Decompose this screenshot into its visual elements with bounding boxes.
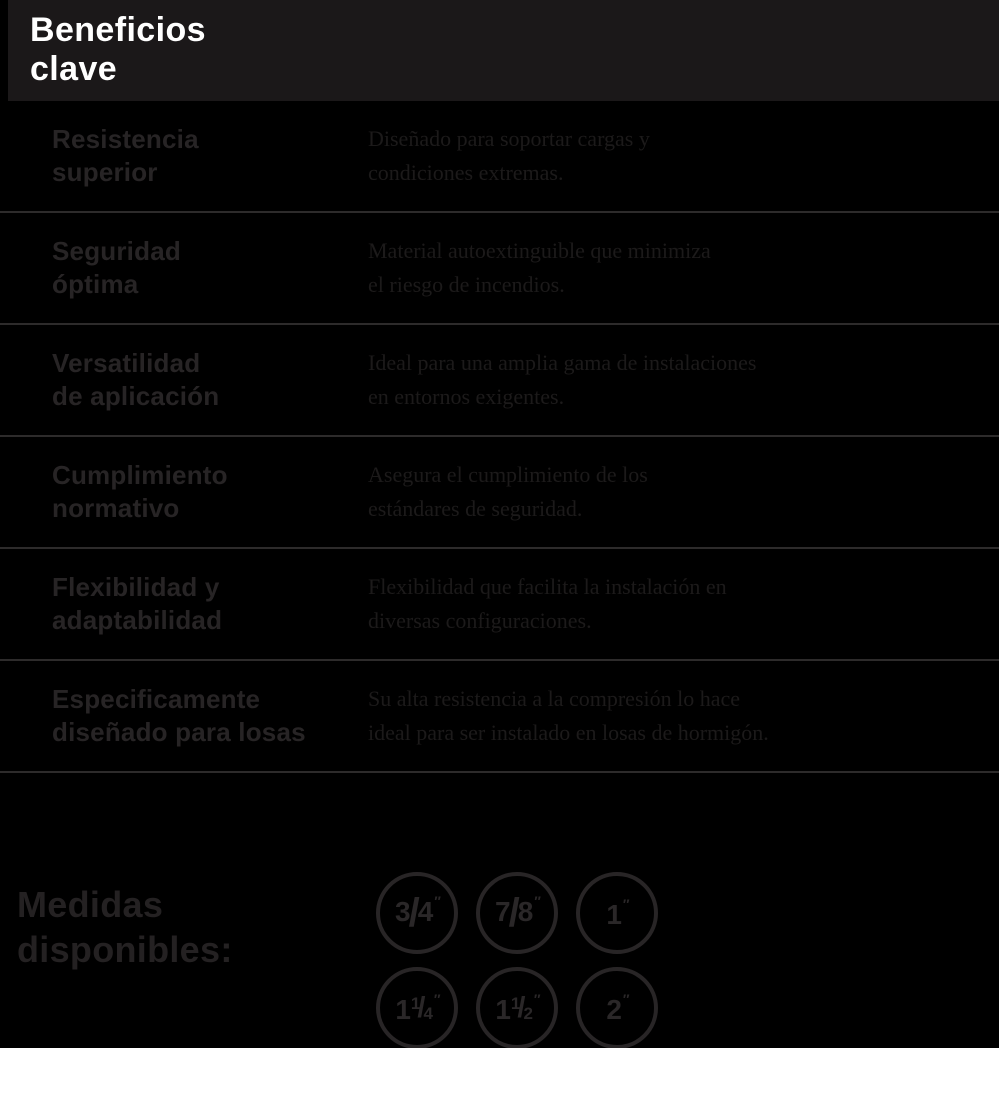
benefit-row-cumplimiento: Cumplimiento normativo Asegura el cumpli… <box>0 437 999 549</box>
benefit-title: Seguridad óptima <box>52 235 368 301</box>
size-denominator: 2 <box>523 1003 533 1023</box>
page-title-line1: Beneficios <box>30 11 206 49</box>
header-band: Beneficios clave <box>8 0 999 101</box>
size-whole: 1 <box>495 993 511 1025</box>
size-unit: ″ <box>433 990 441 1007</box>
benefit-title: Versatilidad de aplicación <box>52 347 368 413</box>
benefit-title-line: superior <box>52 157 158 187</box>
benefits-table: Resistencia superior Diseñado para sopor… <box>0 101 999 773</box>
benefit-description: Asegura el cumplimiento de los estándare… <box>368 458 648 526</box>
page-title: Beneficios clave <box>8 0 999 89</box>
benefit-desc-line: condiciones extremas. <box>368 160 564 185</box>
benefit-desc-line: Asegura el cumplimiento de los <box>368 462 648 487</box>
size-badge-text: 2″ <box>606 990 630 1026</box>
benefit-row-resistencia: Resistencia superior Diseñado para sopor… <box>0 101 999 213</box>
benefit-desc-line: Material autoextinguible que minimiza <box>368 238 711 263</box>
size-numerator: 3 <box>395 895 411 927</box>
sizes-label-line: disponibles: <box>17 929 233 970</box>
benefit-title-line: de aplicación <box>52 381 220 411</box>
size-numerator: 1 <box>410 993 421 1013</box>
size-slash: / <box>408 890 420 935</box>
benefit-title-line: óptima <box>52 269 139 299</box>
benefit-title-line: Seguridad <box>52 236 181 266</box>
sizes-label-line: Medidas <box>17 884 164 925</box>
size-slash: / <box>508 890 520 935</box>
size-denominator: 4 <box>423 1003 433 1023</box>
benefit-description: Ideal para una amplia gama de instalacio… <box>368 346 757 414</box>
benefit-description: Diseñado para soportar cargas y condicio… <box>368 122 650 190</box>
benefit-title-line: Flexibilidad y <box>52 572 220 602</box>
size-slash: / <box>417 991 426 1024</box>
size-slash: / <box>517 991 526 1024</box>
benefit-title: Flexibilidad y adaptabilidad <box>52 571 368 637</box>
benefit-title-line: normativo <box>52 493 180 523</box>
size-unit: ″ <box>533 990 541 1007</box>
size-badge-3-4: 3/4″ <box>376 872 458 954</box>
size-badge-text: 11/2″ <box>495 990 541 1026</box>
bottom-white-strip <box>0 1048 999 1108</box>
size-badge-1-1-4: 11/4″ <box>376 967 458 1049</box>
benefit-title: Especificamente diseñado para losas <box>52 683 368 749</box>
benefit-title-line: Resistencia <box>52 124 199 154</box>
benefit-description: Su alta resistencia a la compresión lo h… <box>368 682 769 750</box>
benefit-title: Resistencia superior <box>52 123 368 189</box>
size-unit: ″ <box>622 895 630 912</box>
benefit-title-line: Versatilidad <box>52 348 201 378</box>
benefit-title-line: Cumplimiento <box>52 460 228 490</box>
benefit-desc-line: Diseñado para soportar cargas y <box>368 126 650 151</box>
size-whole: 1 <box>606 898 622 930</box>
benefit-title: Cumplimiento normativo <box>52 459 368 525</box>
benefit-description: Flexibilidad que facilita la instalación… <box>368 570 727 638</box>
benefit-row-losas: Especificamente diseñado para losas Su a… <box>0 661 999 773</box>
benefit-description: Material autoextinguible que minimiza el… <box>368 234 711 302</box>
size-unit: ″ <box>622 990 630 1007</box>
benefit-desc-line: el riesgo de incendios. <box>368 272 565 297</box>
size-numerator: 1 <box>510 993 521 1013</box>
benefit-desc-line: ideal para ser instalado en losas de hor… <box>368 720 769 745</box>
page-title-line2: clave <box>30 50 118 88</box>
size-badge-7-8: 7/8″ <box>476 872 558 954</box>
dark-canvas: Beneficios clave Resistencia superior Di… <box>0 0 999 1049</box>
size-badge-text: 1″ <box>606 895 630 931</box>
size-badge-text: 11/4″ <box>395 990 441 1026</box>
benefit-title-line: Especificamente <box>52 684 261 714</box>
benefit-desc-line: en entornos exigentes. <box>368 384 565 409</box>
size-numerator: 7 <box>495 895 511 927</box>
size-denominator: 4 <box>417 895 434 927</box>
benefit-row-versatilidad: Versatilidad de aplicación Ideal para un… <box>0 325 999 437</box>
size-denominator: 8 <box>517 895 534 927</box>
size-badge-2: 2″ <box>576 967 658 1049</box>
size-unit: ″ <box>434 892 441 909</box>
benefit-row-seguridad: Seguridad óptima Material autoextinguibl… <box>0 213 999 325</box>
benefit-desc-line: Flexibilidad que facilita la instalación… <box>368 574 727 599</box>
size-whole: 1 <box>395 993 411 1025</box>
size-badges: 3/4″ 7/8″ 1″ 11/4″ 11/2″ 2″ <box>376 872 658 1049</box>
benefit-desc-line: estándares de seguridad. <box>368 496 583 521</box>
benefit-title-line: diseñado para losas <box>52 717 306 747</box>
size-badge-text: 7/8″ <box>495 890 541 936</box>
benefit-desc-line: Su alta resistencia a la compresión lo h… <box>368 686 741 711</box>
benefit-row-flexibilidad: Flexibilidad y adaptabilidad Flexibilida… <box>0 549 999 661</box>
size-whole: 2 <box>606 993 622 1025</box>
size-badge-text: 3/4″ <box>395 890 441 936</box>
size-badge-1-1-2: 11/2″ <box>476 967 558 1049</box>
size-badge-1: 1″ <box>576 872 658 954</box>
benefit-desc-line: Ideal para una amplia gama de instalacio… <box>368 350 757 375</box>
size-unit: ″ <box>534 892 541 909</box>
sizes-label: Medidas disponibles: <box>17 882 233 972</box>
benefit-title-line: adaptabilidad <box>52 605 223 635</box>
benefit-desc-line: diversas configuraciones. <box>368 608 592 633</box>
